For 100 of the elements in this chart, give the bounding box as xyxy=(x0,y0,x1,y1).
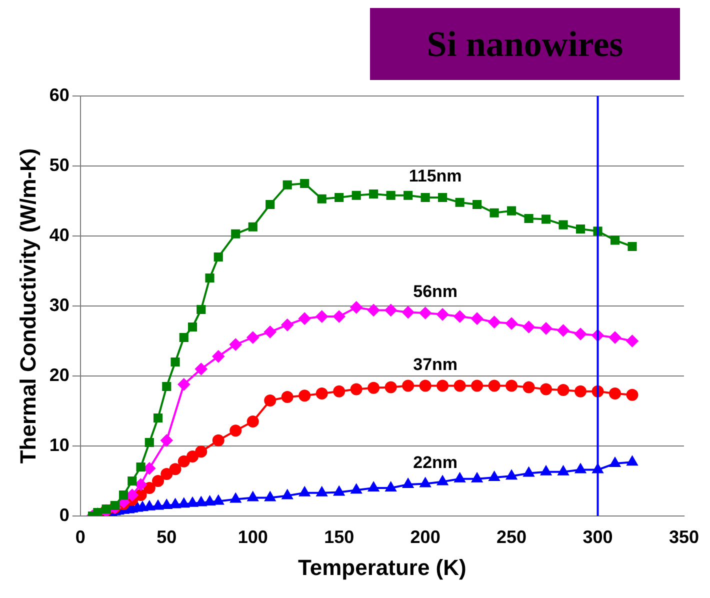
point xyxy=(333,385,346,398)
point xyxy=(119,490,128,500)
y-tick-label: 30 xyxy=(49,294,70,315)
point xyxy=(610,458,620,467)
point xyxy=(298,312,311,325)
point xyxy=(212,434,224,446)
point xyxy=(540,383,552,396)
point xyxy=(557,324,570,336)
point xyxy=(438,192,448,202)
point xyxy=(299,486,310,496)
point xyxy=(420,478,431,488)
point xyxy=(152,500,164,510)
point xyxy=(351,484,362,494)
point xyxy=(455,198,464,207)
x-axis-title: Temperature (K) xyxy=(298,554,466,580)
point xyxy=(160,468,173,480)
x-tick-label: 0 xyxy=(75,526,86,547)
point xyxy=(300,178,310,188)
point xyxy=(352,190,361,200)
point xyxy=(402,306,414,318)
point xyxy=(195,446,208,458)
point xyxy=(169,463,182,476)
point xyxy=(264,394,276,406)
point xyxy=(153,413,163,423)
point xyxy=(384,381,397,394)
point xyxy=(454,472,466,482)
point xyxy=(488,472,500,481)
point xyxy=(436,308,449,320)
series-label: 22nm xyxy=(413,452,458,472)
point xyxy=(419,380,432,392)
point xyxy=(488,380,500,392)
x-tick-label: 200 xyxy=(410,526,440,547)
point xyxy=(316,486,328,496)
point xyxy=(179,332,188,342)
point xyxy=(281,391,294,403)
point xyxy=(205,273,214,283)
point xyxy=(178,378,190,390)
point xyxy=(506,318,518,330)
y-tick-label: 40 xyxy=(49,224,70,245)
point xyxy=(576,224,586,234)
point xyxy=(626,456,638,466)
point xyxy=(264,492,276,502)
point xyxy=(368,382,380,394)
point xyxy=(188,322,198,332)
point xyxy=(488,316,500,328)
point xyxy=(454,310,466,322)
y-tick-label: 60 xyxy=(49,84,70,105)
point xyxy=(266,200,275,210)
chart-title: Si nanowires xyxy=(370,8,680,80)
point xyxy=(144,500,155,510)
point xyxy=(298,390,311,402)
point xyxy=(558,220,568,230)
x-tick-label: 50 xyxy=(156,526,177,547)
point xyxy=(540,466,552,476)
point xyxy=(384,304,397,316)
point xyxy=(402,478,414,488)
point xyxy=(178,455,190,468)
y-axis-title: Thermal Conductivity (W/m-K) xyxy=(15,148,40,464)
point xyxy=(471,312,484,325)
point xyxy=(609,332,622,344)
point xyxy=(196,304,206,314)
point xyxy=(471,380,484,392)
point xyxy=(144,438,154,448)
point xyxy=(204,496,216,506)
point xyxy=(136,462,146,472)
point xyxy=(506,470,517,480)
point xyxy=(231,229,240,238)
point xyxy=(248,222,258,232)
point xyxy=(212,350,224,362)
point xyxy=(282,490,293,500)
point xyxy=(334,192,344,202)
point xyxy=(195,363,208,375)
y-tick-label: 10 xyxy=(49,434,70,455)
point xyxy=(281,318,294,331)
point xyxy=(522,381,535,394)
point xyxy=(626,388,638,401)
point xyxy=(143,482,156,494)
point xyxy=(161,500,172,509)
point xyxy=(402,380,414,392)
point xyxy=(170,357,180,367)
point xyxy=(230,424,242,437)
point xyxy=(196,496,206,506)
point xyxy=(333,310,346,322)
point xyxy=(540,322,552,334)
point xyxy=(574,385,587,398)
point xyxy=(369,189,378,199)
x-tick-label: 150 xyxy=(324,526,354,547)
y-tick-label: 50 xyxy=(49,154,70,175)
point xyxy=(541,214,551,224)
y-tick-label: 20 xyxy=(49,364,70,385)
point xyxy=(316,388,328,400)
point xyxy=(162,382,172,392)
point xyxy=(628,242,637,252)
point xyxy=(472,200,482,210)
point xyxy=(523,467,534,477)
point xyxy=(419,307,432,319)
point xyxy=(187,497,198,507)
series-label: 56nm xyxy=(413,282,458,302)
point xyxy=(317,194,326,204)
point xyxy=(186,450,199,462)
